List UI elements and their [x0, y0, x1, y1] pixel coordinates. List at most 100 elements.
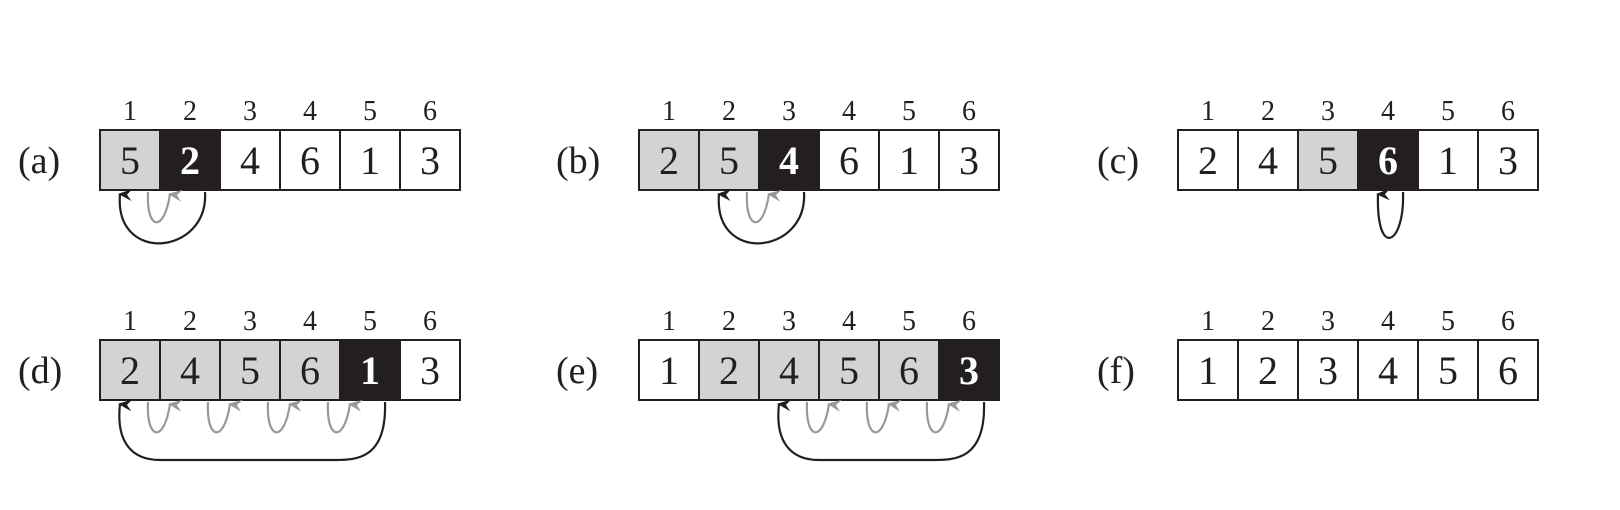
panel-label: (c) — [1097, 140, 1139, 182]
insert-arrow — [118, 189, 207, 245]
index-label: 5 — [363, 306, 377, 337]
key-cell — [159, 129, 221, 191]
index-label: 3 — [1321, 96, 1335, 127]
index-label: 6 — [423, 96, 437, 127]
index-label: 2 — [183, 96, 197, 127]
cell-value: 6 — [1498, 348, 1518, 393]
shift-arrow — [146, 189, 183, 224]
cell-value: 3 — [1498, 138, 1518, 183]
cell-value: 6 — [1378, 138, 1398, 183]
cell-value: 5 — [1438, 348, 1458, 393]
index-label: 3 — [782, 96, 796, 127]
shift-arrow — [745, 189, 782, 224]
sorted-cell — [698, 339, 760, 401]
index-label: 4 — [303, 306, 317, 337]
cell-value: 1 — [659, 348, 679, 393]
key-cell — [339, 339, 401, 401]
index-label: 6 — [423, 306, 437, 337]
cell-value: 2 — [1198, 138, 1218, 183]
cell-value: 3 — [420, 138, 440, 183]
shift-arrow — [326, 399, 363, 434]
cell-value: 4 — [1258, 138, 1278, 183]
index-label: 3 — [782, 306, 796, 337]
insert-arrow — [118, 399, 387, 462]
insert-arrow — [717, 189, 806, 245]
index-label: 1 — [1201, 306, 1215, 337]
sorted-cell — [99, 129, 161, 191]
index-label: 5 — [363, 96, 377, 127]
index-label: 1 — [123, 306, 137, 337]
index-label: 1 — [123, 96, 137, 127]
cell-value: 6 — [899, 348, 919, 393]
array-cell — [339, 129, 401, 191]
array-cell — [399, 339, 461, 401]
cell-value: 5 — [1318, 138, 1338, 183]
array-cell — [1477, 339, 1539, 401]
cell-value: 2 — [719, 348, 739, 393]
sorted-cell — [878, 339, 940, 401]
panel-b: (b)1 2 3 4 5 62 5 4 6 1 3 — [556, 96, 1000, 245]
index-label: 6 — [1501, 96, 1515, 127]
index-label: 4 — [1381, 96, 1395, 127]
shift-arrow — [805, 399, 842, 434]
cell-value: 1 — [1198, 348, 1218, 393]
array-cell — [638, 339, 700, 401]
cell-value: 2 — [120, 348, 140, 393]
array-cell — [1237, 129, 1299, 191]
cell-value: 5 — [240, 348, 260, 393]
cell-value: 4 — [779, 348, 799, 393]
key-cell — [758, 129, 820, 191]
cell-value: 4 — [240, 138, 260, 183]
cell-value: 3 — [1318, 348, 1338, 393]
panel-label: (d) — [18, 350, 62, 392]
sorted-cell — [219, 339, 281, 401]
cell-value: 3 — [959, 348, 979, 393]
key-cell — [938, 339, 1000, 401]
cell-value: 3 — [959, 138, 979, 183]
panel-label: (f) — [1097, 350, 1135, 392]
cell-value: 2 — [1258, 348, 1278, 393]
index-label: 1 — [1201, 96, 1215, 127]
shift-arrow — [925, 399, 962, 434]
array-cell — [938, 129, 1000, 191]
index-label: 2 — [722, 306, 736, 337]
index-label: 3 — [243, 96, 257, 127]
array-cell — [878, 129, 940, 191]
cell-value: 6 — [300, 138, 320, 183]
index-label: 5 — [902, 96, 916, 127]
cell-value: 1 — [360, 138, 380, 183]
shift-arrow — [865, 399, 902, 434]
panel-d: (d)1 2 3 4 5 62 4 5 6 1 3 — [18, 306, 461, 462]
index-label: 1 — [662, 306, 676, 337]
sorted-cell — [279, 339, 341, 401]
panel-label: (a) — [18, 140, 60, 182]
array-cell — [1177, 339, 1239, 401]
array-cell — [1417, 129, 1479, 191]
cell-value: 2 — [659, 138, 679, 183]
cell-value: 6 — [300, 348, 320, 393]
index-label: 3 — [1321, 306, 1335, 337]
sorted-cell — [1297, 129, 1359, 191]
index-label: 4 — [842, 306, 856, 337]
index-label: 2 — [1261, 96, 1275, 127]
index-label: 6 — [962, 306, 976, 337]
index-label: 6 — [1501, 306, 1515, 337]
index-label: 2 — [183, 306, 197, 337]
panel-e: (e)1 2 3 4 5 61 2 4 5 6 3 — [556, 306, 1000, 462]
cell-value: 1 — [360, 348, 380, 393]
cell-value: 5 — [839, 348, 859, 393]
insert-arrow — [1376, 188, 1405, 239]
panel-label: (e) — [556, 350, 598, 392]
array-cell — [1477, 129, 1539, 191]
index-label: 4 — [842, 96, 856, 127]
shift-arrow — [266, 399, 303, 434]
array-cell — [219, 129, 281, 191]
index-label: 4 — [303, 96, 317, 127]
panel-label: (b) — [556, 140, 600, 182]
cell-value: 6 — [839, 138, 859, 183]
index-label: 5 — [1441, 96, 1455, 127]
index-label: 5 — [1441, 306, 1455, 337]
index-label: 6 — [962, 96, 976, 127]
index-label: 5 — [902, 306, 916, 337]
